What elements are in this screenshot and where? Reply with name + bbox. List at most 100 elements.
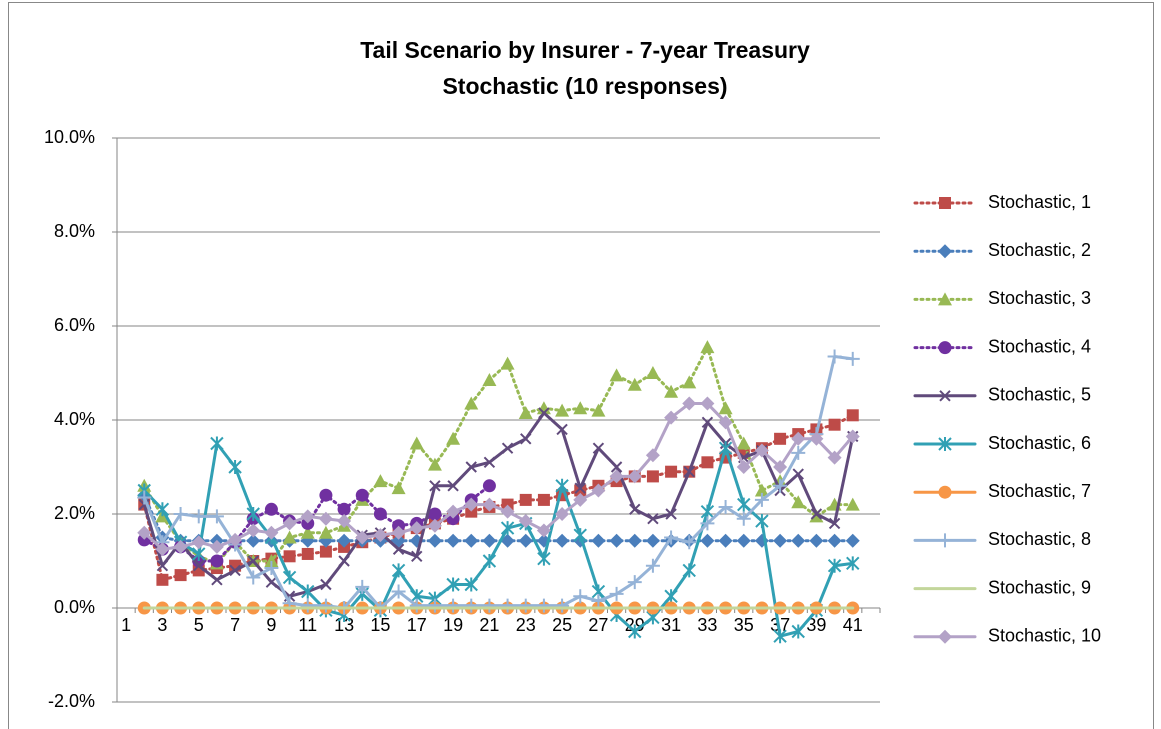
data-point bbox=[246, 570, 261, 585]
data-point bbox=[156, 573, 169, 586]
data-point bbox=[427, 533, 442, 548]
data-point bbox=[174, 569, 187, 582]
data-point bbox=[429, 480, 441, 492]
data-point bbox=[664, 530, 679, 545]
x-tick-label: 27 bbox=[588, 615, 608, 635]
data-point bbox=[682, 396, 697, 411]
data-point bbox=[609, 586, 624, 601]
data-point bbox=[246, 533, 261, 548]
data-point bbox=[827, 533, 842, 548]
x-tick-label: 39 bbox=[806, 615, 826, 635]
data-point bbox=[173, 507, 188, 521]
x-tick-label: 33 bbox=[697, 615, 717, 635]
data-point bbox=[282, 516, 297, 531]
legend-label: Stochastic, 6 bbox=[988, 433, 1091, 453]
legend-marker bbox=[938, 244, 952, 259]
data-point bbox=[828, 517, 841, 530]
data-point bbox=[464, 497, 479, 512]
chart-title: Stochastic (10 responses) bbox=[442, 73, 727, 99]
data-point bbox=[301, 547, 314, 560]
data-point bbox=[736, 436, 751, 450]
data-point bbox=[500, 521, 515, 536]
legend-label: Stochastic, 1 bbox=[988, 192, 1091, 212]
data-point bbox=[629, 503, 641, 516]
data-point bbox=[500, 598, 515, 613]
data-point bbox=[791, 495, 806, 509]
series bbox=[137, 396, 860, 557]
data-point bbox=[573, 401, 588, 415]
legend-marker bbox=[938, 292, 952, 306]
data-point bbox=[465, 461, 477, 473]
data-point bbox=[809, 431, 824, 446]
data-point bbox=[536, 598, 551, 613]
data-point bbox=[447, 480, 459, 492]
data-point bbox=[482, 479, 496, 493]
data-point bbox=[156, 559, 169, 572]
data-point bbox=[536, 401, 551, 415]
data-point bbox=[610, 461, 623, 473]
data-point bbox=[338, 555, 350, 567]
data-point bbox=[754, 492, 769, 507]
x-tick-label: 31 bbox=[661, 615, 681, 635]
data-point bbox=[609, 533, 624, 548]
data-point bbox=[718, 401, 733, 415]
data-point bbox=[191, 509, 206, 524]
data-point bbox=[737, 497, 751, 512]
data-point bbox=[318, 525, 333, 539]
data-point bbox=[628, 624, 642, 639]
data-point bbox=[645, 558, 660, 573]
legend-label: Stochastic, 8 bbox=[988, 529, 1091, 549]
y-tick-label: 6.0% bbox=[54, 315, 95, 335]
data-point bbox=[700, 340, 715, 354]
data-point bbox=[264, 554, 279, 567]
data-point bbox=[736, 533, 751, 548]
data-point bbox=[627, 377, 642, 391]
data-point bbox=[700, 396, 715, 411]
data-point bbox=[736, 511, 751, 526]
data-point bbox=[192, 546, 206, 561]
data-point bbox=[409, 598, 424, 613]
data-point bbox=[355, 530, 370, 545]
x-tick-label: 15 bbox=[370, 615, 390, 635]
data-point bbox=[845, 429, 860, 444]
data-point bbox=[537, 493, 550, 506]
data-point bbox=[391, 563, 406, 578]
data-point bbox=[247, 555, 259, 567]
data-point bbox=[446, 533, 461, 548]
data-point bbox=[538, 407, 550, 419]
data-point bbox=[319, 488, 333, 502]
data-point bbox=[700, 516, 715, 531]
data-point bbox=[337, 533, 352, 548]
data-point bbox=[482, 598, 497, 613]
data-point bbox=[464, 396, 479, 410]
data-point bbox=[700, 533, 715, 548]
data-point bbox=[392, 519, 406, 533]
data-point bbox=[792, 468, 804, 480]
chart-title: Tail Scenario by Insurer - 7-year Treasu… bbox=[360, 37, 810, 63]
data-point bbox=[664, 410, 679, 425]
data-point bbox=[318, 598, 333, 613]
x-tick-label: 9 bbox=[266, 615, 276, 635]
data-point bbox=[791, 445, 806, 460]
data-point bbox=[193, 559, 205, 572]
x-tick-label: 25 bbox=[552, 615, 572, 635]
data-point bbox=[556, 423, 568, 436]
data-point bbox=[774, 432, 787, 445]
x-tick-label: 7 bbox=[230, 615, 240, 635]
data-point bbox=[574, 484, 587, 497]
data-point bbox=[627, 469, 642, 484]
data-point bbox=[282, 570, 297, 585]
legend-label: Stochastic, 10 bbox=[988, 626, 1101, 646]
data-point bbox=[300, 525, 315, 539]
legend-label: Stochastic, 7 bbox=[988, 481, 1091, 501]
data-point bbox=[427, 598, 442, 613]
data-point bbox=[683, 465, 695, 478]
data-point bbox=[446, 504, 461, 519]
data-point bbox=[591, 593, 606, 608]
data-point bbox=[664, 384, 679, 398]
data-point bbox=[409, 521, 424, 536]
data-point bbox=[827, 349, 842, 364]
data-point bbox=[664, 589, 678, 604]
data-point bbox=[754, 443, 769, 458]
data-point bbox=[500, 356, 515, 370]
